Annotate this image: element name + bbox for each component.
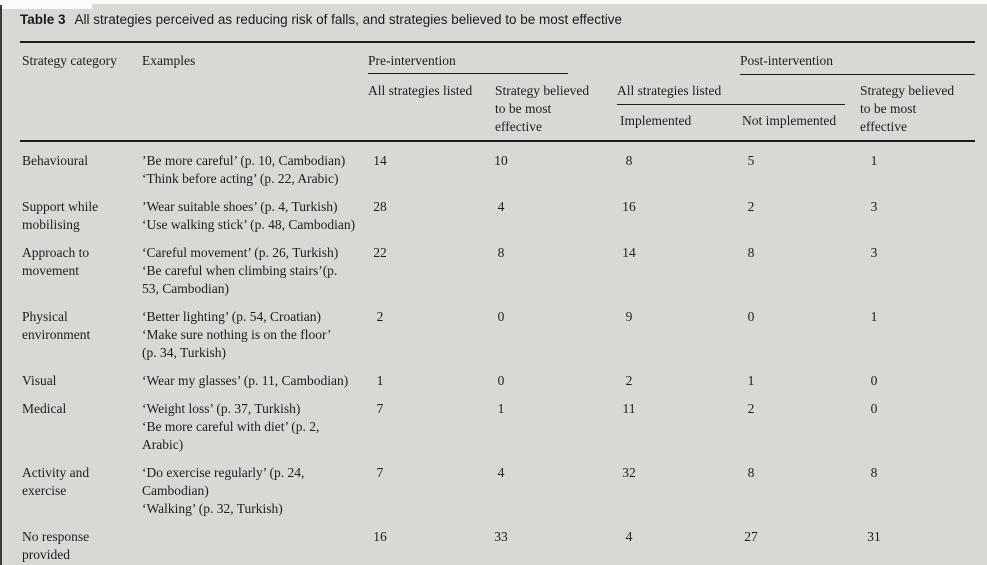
- table-number-label: Table 3: [20, 12, 66, 27]
- group-header-pre-intervention: Pre-intervention: [368, 53, 456, 68]
- examples-cell: ’Be more careful’ (p. 10, Cambodian) ‘Th…: [142, 153, 346, 186]
- category-cell: Activity and exercise: [22, 465, 90, 498]
- column-header-pre-best-line: effective: [495, 119, 542, 134]
- value-post-best: 31: [867, 529, 881, 544]
- value-implemented: 16: [622, 199, 636, 214]
- category-cell: Behavioural: [22, 153, 88, 168]
- category-cell: Medical: [22, 401, 67, 416]
- header-bottom-rule: [20, 140, 975, 142]
- group-header-post-intervention: Post-intervention: [740, 53, 833, 68]
- value-pre-all-strategies: 16: [373, 529, 387, 544]
- table-row-medical: Medical ‘Weight loss’ (p. 37, Turkish) ‘…: [20, 390, 975, 454]
- examples-cell: ‘Do exercise regularly’ (p. 24, Cambodia…: [142, 465, 305, 516]
- value-implemented: 8: [625, 153, 633, 168]
- pre-intervention-rule: [368, 73, 568, 74]
- table-row-visual: Visual ‘Wear my glasses’ (p. 11, Cambodi…: [20, 362, 975, 390]
- column-header-examples: Examples: [142, 53, 196, 68]
- value-post-best: 3: [870, 245, 878, 260]
- value-post-best: 1: [870, 309, 878, 324]
- category-cell: No response provided: [22, 529, 90, 562]
- top-rule: [20, 41, 975, 43]
- table-body: Behavioural ’Be more careful’ (p. 10, Ca…: [20, 142, 975, 564]
- table-row-support-while-mobilising: Support while mobilising ’Wear suitable …: [20, 188, 975, 234]
- page-top-left-white-edge: [0, 0, 92, 9]
- value-post-best: 0: [870, 373, 878, 388]
- table-row-no-response-provided: No response provided 16 33 4 27 31: [20, 518, 975, 564]
- category-cell: Visual: [22, 373, 57, 388]
- category-cell: Physical environment: [22, 309, 91, 342]
- column-header-post-best: Strategy believed to be most effective: [860, 82, 980, 136]
- value-implemented: 11: [622, 401, 636, 416]
- column-header-strategy-category: Strategy category: [22, 53, 117, 68]
- value-post-best: 0: [870, 401, 878, 416]
- value-pre-best: 1: [497, 401, 505, 416]
- value-not-implemented: 0: [747, 309, 755, 324]
- column-header-implemented: Implemented: [620, 113, 692, 128]
- value-pre-all-strategies: 7: [376, 401, 384, 416]
- value-pre-best: 4: [497, 465, 505, 480]
- post-all-strategies-rule: [617, 104, 845, 105]
- value-pre-best: 8: [497, 245, 505, 260]
- table-caption: Table 3 All strategies perceived as reduc…: [20, 12, 975, 27]
- table-row-activity-and-exercise: Activity and exercise ‘Do exercise regul…: [20, 454, 975, 518]
- value-pre-best: 10: [494, 153, 508, 168]
- value-not-implemented: 5: [747, 153, 755, 168]
- page-left-edge-line: [0, 5, 2, 565]
- value-pre-best: 4: [497, 199, 505, 214]
- value-implemented: 14: [622, 245, 636, 260]
- column-header-pre-best: Strategy believed to be most effective: [495, 82, 615, 136]
- column-header-pre-best-line: Strategy believed: [495, 83, 590, 98]
- category-cell: Approach to movement: [22, 245, 90, 278]
- examples-cell: ‘Better lighting’ (p. 54, Croatian) ‘Mak…: [142, 309, 332, 360]
- column-header-pre-all-strategies: All strategies listed: [368, 83, 473, 98]
- column-header-post-best-line: to be most: [860, 101, 917, 116]
- value-pre-best: 0: [497, 309, 505, 324]
- value-post-best: 8: [870, 465, 878, 480]
- examples-cell: ’Wear suitable shoes’ (p. 4, Turkish) ‘U…: [142, 199, 356, 232]
- column-header-not-implemented: Not implemented: [742, 113, 837, 128]
- value-post-best: 3: [870, 199, 878, 214]
- column-header-post-best-line: effective: [860, 119, 907, 134]
- value-implemented: 4: [625, 529, 633, 544]
- value-not-implemented: 2: [747, 401, 755, 416]
- examples-cell: ‘Wear my glasses’ (p. 11, Cambodian): [142, 373, 349, 388]
- examples-cell: ‘Weight loss’ (p. 37, Turkish) ‘Be more …: [142, 401, 320, 452]
- value-not-implemented: 27: [744, 529, 758, 544]
- value-pre-all-strategies: 14: [373, 153, 387, 168]
- value-implemented: 9: [625, 309, 633, 324]
- table-row-behavioural: Behavioural ’Be more careful’ (p. 10, Ca…: [20, 142, 975, 188]
- value-not-implemented: 1: [747, 373, 755, 388]
- value-implemented: 2: [625, 373, 633, 388]
- category-cell: Support while mobilising: [22, 199, 99, 232]
- table-title-text: All strategies perceived as reducing ris…: [74, 12, 623, 27]
- table-row-approach-to-movement: Approach to movement ‘Careful movement’ …: [20, 234, 975, 298]
- column-header-pre-best-line: to be most: [495, 101, 552, 116]
- page-top-white-edge: [0, 0, 987, 4]
- column-header-post-best-line: Strategy believed: [860, 83, 955, 98]
- examples-cell: [140, 528, 368, 564]
- value-pre-all-strategies: 28: [373, 199, 387, 214]
- table-header: Strategy category Examples Pre-intervent…: [0, 43, 987, 140]
- value-pre-all-strategies: 1: [376, 373, 384, 388]
- value-pre-best: 33: [494, 529, 508, 544]
- value-pre-best: 0: [497, 373, 505, 388]
- value-pre-all-strategies: 2: [376, 309, 384, 324]
- examples-cell: ‘Careful movement’ (p. 26, Turkish) ‘Be …: [142, 245, 339, 296]
- post-intervention-rule: [740, 74, 975, 75]
- value-not-implemented: 2: [747, 199, 755, 214]
- value-implemented: 32: [622, 465, 636, 480]
- value-post-best: 1: [870, 153, 878, 168]
- value-not-implemented: 8: [747, 465, 755, 480]
- value-not-implemented: 8: [747, 245, 755, 260]
- value-pre-all-strategies: 22: [373, 245, 387, 260]
- value-pre-all-strategies: 7: [376, 465, 384, 480]
- column-header-post-all-strategies: All strategies listed: [617, 83, 722, 98]
- table-row-physical-environment: Physical environment ‘Better lighting’ (…: [20, 298, 975, 362]
